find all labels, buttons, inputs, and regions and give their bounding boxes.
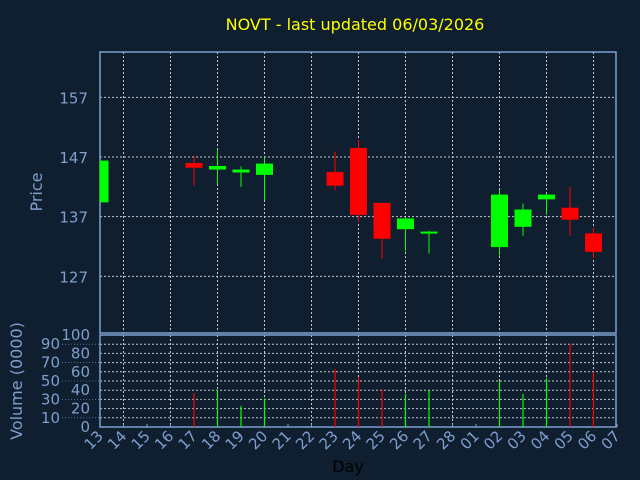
candle-body [373,202,391,239]
price-tick-label: 127 [59,268,88,286]
x-tick-label: 26 [386,427,412,453]
candle-body [397,218,414,230]
candle-body [256,163,273,175]
candle-body [350,148,367,215]
x-tick-label: 15 [128,427,154,453]
chart-title: NOVT - last updated 06/03/2026 [226,15,485,34]
candle-body [326,171,344,186]
volume-tick-label: 100 [61,326,90,344]
volume-tick-label: 80 [71,344,90,362]
candle-body [420,231,438,234]
candle-13 [99,160,109,203]
x-tick-label: 17 [175,427,201,453]
x-tick-label: 21 [269,427,295,453]
candle-04 [538,193,555,215]
candle-body [100,160,109,203]
x-tick-label: 06 [574,427,600,453]
volume-tick-label: 10 [41,409,60,427]
volume-axis-label: Volume (0000) [7,322,26,440]
candle-body [514,209,532,227]
x-tick-label: 25 [363,427,389,453]
candle-17 [185,155,203,186]
volume-tick-label: 70 [41,354,60,372]
price-tick-label: 137 [59,209,88,227]
candle-body [538,194,555,200]
candle-23 [326,151,344,190]
candle-20 [256,157,273,200]
candle-19 [232,166,250,187]
volume-tick-label: 30 [41,390,60,408]
volume-tick-label: 90 [41,335,60,353]
candle-25 [373,202,391,259]
x-tick-label: 05 [551,427,577,453]
x-tick-label: 28 [433,427,459,453]
x-tick-label: 02 [480,427,506,453]
volume-tick-label: 60 [71,363,90,381]
candle-03 [514,203,532,236]
candle-06 [585,227,602,259]
candle-body [585,233,602,252]
price-panel: 127 137 147 157 [59,51,617,334]
volume-tick-label: 40 [71,381,90,399]
price-axis-label: Price [27,172,46,211]
price-tick-label: 147 [59,149,88,167]
candle-05 [561,186,579,236]
candle-24 [350,139,367,223]
x-tick-label: 14 [104,427,130,453]
volume-panel: 1314151617181920212223242526272801020304… [41,326,624,453]
candle-body [491,194,508,248]
volume-tick-label: 20 [71,400,90,418]
price-tick-label: 157 [59,89,88,107]
x-tick-label: 23 [316,427,342,453]
x-tick-label: 07 [598,427,624,453]
x-tick-label: 16 [151,427,177,453]
x-tick-label: 03 [504,427,530,453]
x-tick-label: 19 [222,427,248,453]
candle-body [561,207,579,220]
x-tick-label: 01 [457,427,483,453]
candle-27 [420,230,438,254]
x-axis-label: Day [332,457,364,476]
candle-02 [491,189,508,256]
x-tick-label: 04 [527,427,553,453]
candle-26 [397,218,414,252]
candle-body [185,162,203,168]
x-tick-label: 24 [339,427,365,453]
x-tick-label: 27 [410,427,436,453]
candle-body [232,169,250,173]
x-tick-label: 18 [198,427,224,453]
candle-18 [209,149,226,184]
candle-body [209,165,226,170]
x-tick-label: 20 [245,427,271,453]
x-tick-label: 22 [292,427,318,453]
volume-tick-label: 50 [41,372,60,390]
volume-tick-label: 0 [80,418,90,436]
